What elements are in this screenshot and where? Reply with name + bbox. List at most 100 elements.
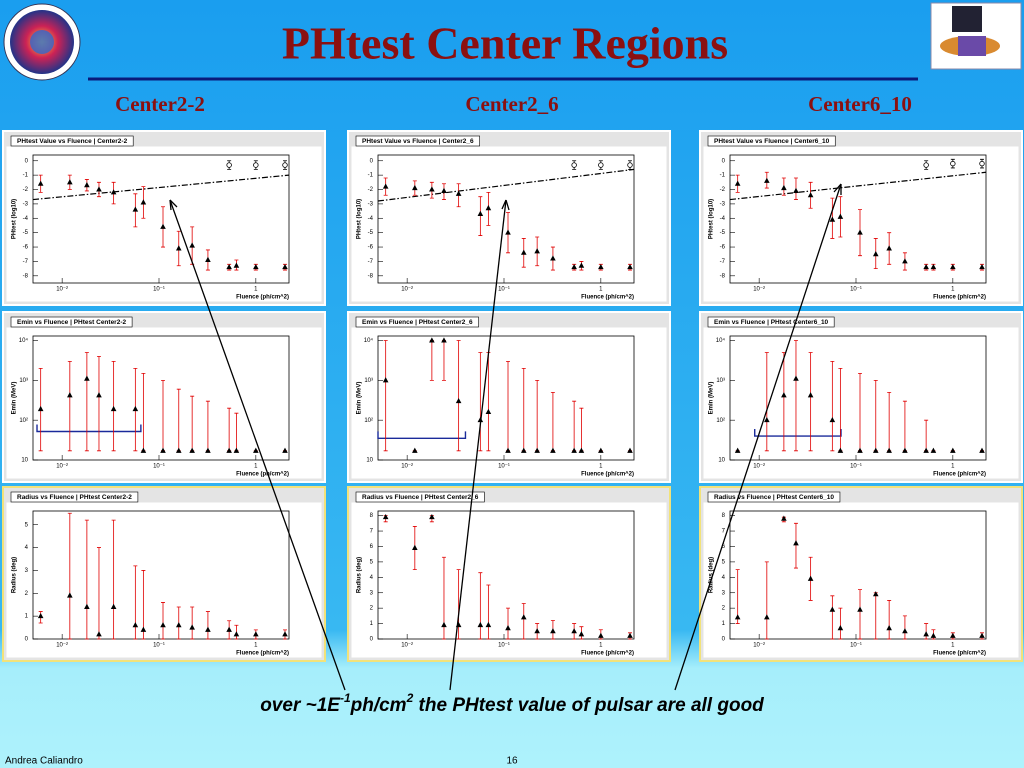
plot-title-box [707, 135, 836, 147]
open-point [253, 162, 259, 168]
data-point [550, 628, 556, 634]
y-tick-label: -5 [23, 230, 29, 236]
error-bar [838, 607, 843, 640]
x-tick-label: 10⁻¹ [850, 464, 862, 470]
error-bar [478, 572, 483, 640]
data-point [67, 179, 73, 185]
y-axis-label: Radius (deg) [357, 557, 363, 593]
y-axis-label: Emin (MeV) [357, 382, 363, 415]
data-point [175, 622, 182, 628]
plot-area [32, 510, 290, 640]
x-axis-label: Fluence (ph/cm^2) [933, 472, 986, 478]
y-tick-label: -5 [368, 230, 374, 236]
y-tick-label: -6 [720, 245, 726, 251]
x-axis-label: Fluence (ph/cm^2) [236, 651, 289, 657]
y-tick-label: -7 [23, 259, 29, 265]
x-tick-label: 1 [599, 643, 603, 649]
plot-title: PHtest Value vs Fluence | Center6_10 [714, 138, 830, 145]
data-point [627, 447, 633, 453]
data-point [37, 180, 44, 186]
x-axis-label: Fluence (ph/cm^2) [933, 651, 986, 657]
x-tick-label: 10⁻² [56, 287, 68, 293]
data-point [764, 416, 770, 423]
y-tick-label: -1 [23, 173, 29, 179]
x-tick-label: 10⁻² [753, 643, 765, 649]
x-tick-label: 10⁻² [401, 287, 413, 293]
charts: PHtest Value vs Fluence | Center2-2 PHtes… [2, 130, 1023, 662]
x-tick-label: 10⁻² [401, 464, 413, 470]
data-point [598, 632, 604, 638]
y-tick-label: -1 [720, 173, 726, 179]
x-tick-label: 10⁻¹ [498, 287, 510, 293]
plot-title: Emin vs Fluence | PHtest Center2-2 [17, 319, 126, 326]
chart-panel: Radius vs Fluence | PHtest Center6_10 Rad… [699, 486, 1023, 662]
data-point [160, 622, 166, 628]
x-tick-label: 10⁻¹ [850, 287, 862, 293]
chart-panel: PHtest Value vs Fluence | Center2-2 PHtes… [2, 130, 326, 306]
y-tick-label: 0 [25, 158, 29, 164]
caption-superscript: -1 [340, 691, 351, 705]
data-point [837, 625, 844, 631]
data-point [226, 626, 232, 632]
data-point [950, 632, 956, 638]
data-point [189, 242, 195, 248]
error-bar [887, 600, 892, 640]
data-point [441, 621, 447, 628]
data-point [132, 206, 139, 212]
y-tick-label: 4 [25, 545, 29, 551]
data-point [429, 513, 435, 520]
data-point [979, 447, 985, 453]
open-point [627, 162, 633, 168]
data-point [233, 631, 240, 637]
data-point [96, 631, 102, 637]
y-tick-label: 0 [25, 637, 29, 643]
data-point [226, 263, 232, 270]
data-point [923, 263, 929, 270]
y-tick-label: -8 [368, 273, 374, 279]
data-point [140, 447, 147, 453]
y-tick-label: 7 [722, 529, 726, 535]
data-point [189, 447, 195, 453]
data-point [950, 263, 956, 270]
data-point [902, 447, 908, 453]
data-point [886, 245, 892, 251]
y-tick-label: 3 [370, 590, 374, 596]
plot-title: Emin vs Fluence | PHtest Center2_6 [362, 319, 473, 326]
y-tick-label: 6 [722, 544, 726, 550]
y-tick-label: -3 [368, 201, 374, 207]
error-bar [764, 352, 769, 452]
data-point [781, 184, 787, 191]
data-point [412, 447, 418, 453]
y-tick-label: 8 [370, 513, 374, 519]
y-tick-label: 1 [25, 614, 29, 620]
data-point [412, 184, 418, 191]
y-tick-label: -3 [720, 201, 726, 207]
data-point [520, 249, 527, 255]
y-axis-label: PHtest (log10) [12, 199, 18, 239]
x-tick-label: 1 [599, 287, 603, 293]
y-tick-label: -2 [23, 187, 29, 193]
x-tick-label: 10⁻¹ [850, 643, 862, 649]
y-tick-label: 1 [722, 621, 726, 627]
error-bar [67, 512, 72, 640]
data-point [807, 392, 814, 398]
data-point [627, 263, 633, 270]
data-point [485, 621, 492, 628]
data-point [132, 405, 139, 412]
y-tick-label: 2 [370, 606, 374, 612]
data-point [829, 416, 836, 423]
x-tick-label: 10⁻¹ [498, 643, 510, 649]
open-point [598, 162, 604, 168]
y-tick-label: -2 [368, 187, 374, 193]
data-point [205, 447, 211, 453]
chart-panel: PHtest Value vs Fluence | Center6_10 PHte… [699, 130, 1023, 306]
open-point [226, 162, 232, 168]
y-tick-label: 3 [25, 568, 29, 574]
data-point [110, 189, 117, 195]
y-tick-label: 10⁴ [716, 337, 726, 344]
caption-text: over ~1E [260, 695, 341, 716]
plot-title-box [10, 135, 134, 147]
error-bar [478, 196, 483, 236]
y-tick-label: 4 [722, 575, 726, 581]
column-heading: Center2-2 [115, 92, 205, 116]
